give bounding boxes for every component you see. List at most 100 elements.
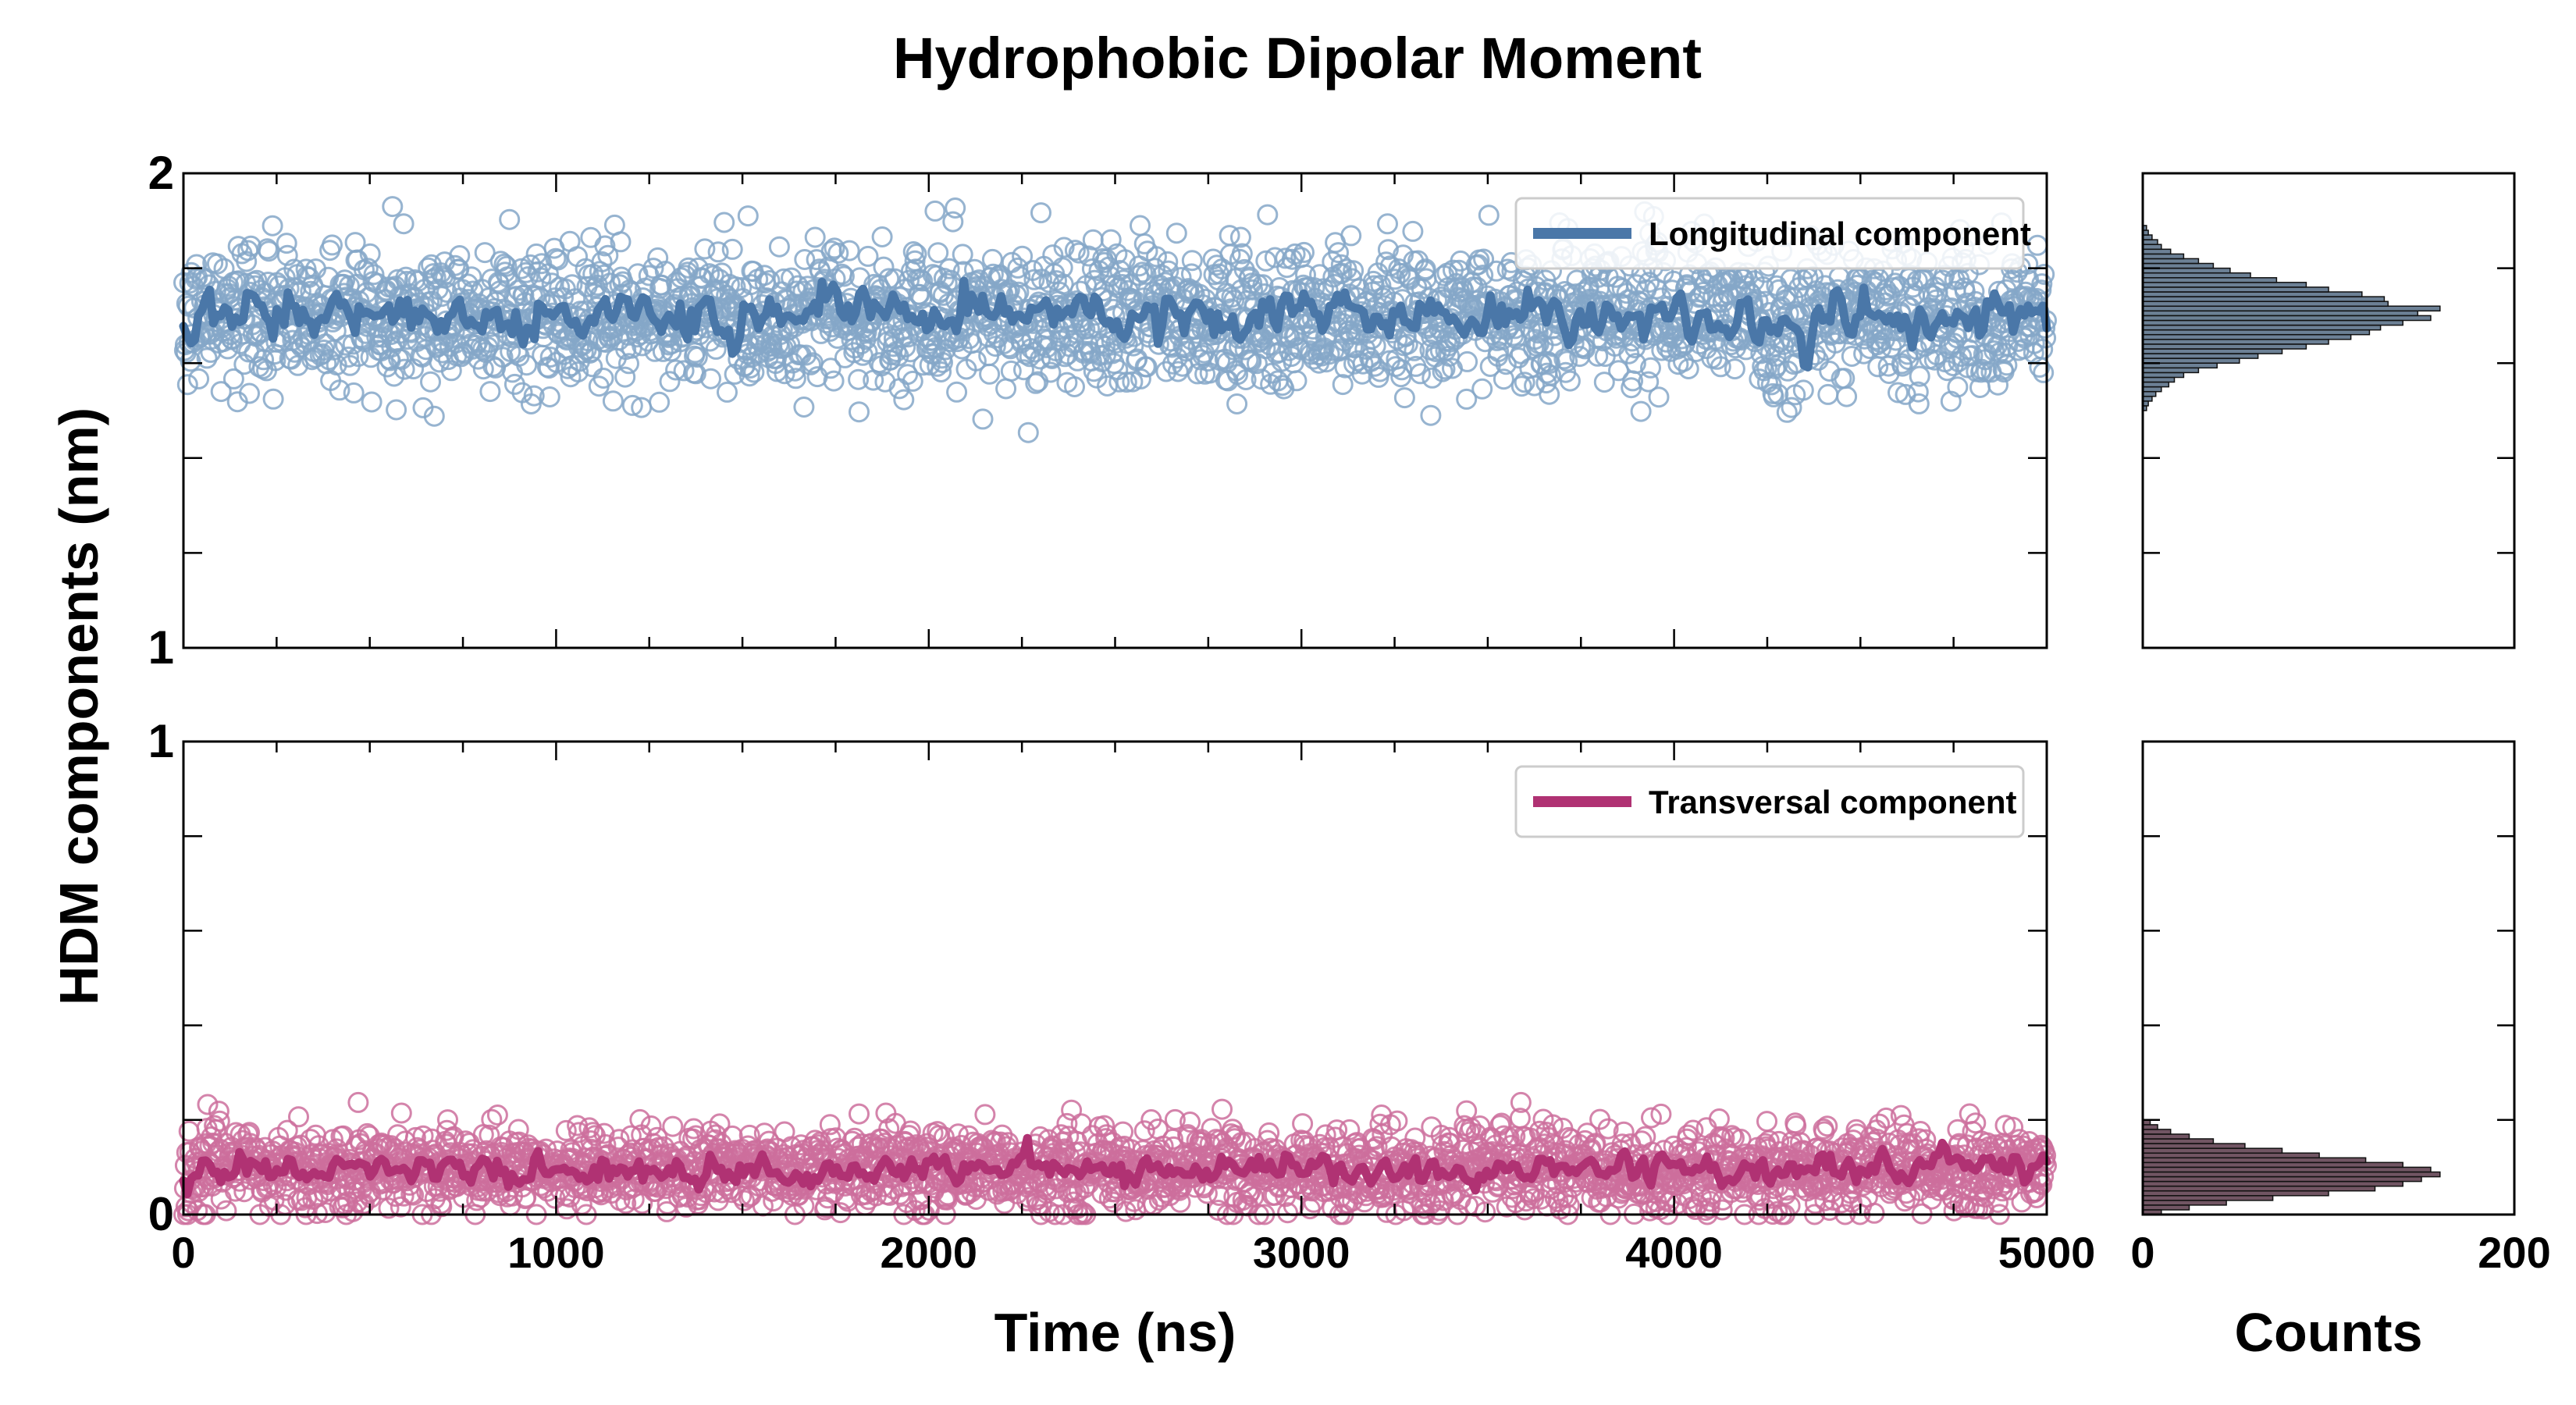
longitudinal-data-point xyxy=(1781,397,1802,418)
transversal-data-point xyxy=(1460,1117,1482,1139)
longitudinal-data-point xyxy=(1393,387,1415,409)
longitudinal-data-point xyxy=(422,263,444,285)
longitudinal-data-point xyxy=(713,212,735,233)
longitudinal-data-point xyxy=(196,347,218,369)
longitudinal-data-point xyxy=(1724,358,1745,380)
longitudinal-data-point xyxy=(1017,422,1039,443)
transversal-data-point xyxy=(662,1115,684,1137)
longitudinal-data-point xyxy=(759,270,781,291)
longitudinal-data-point xyxy=(1257,204,1279,226)
longitudinal-data-point xyxy=(1559,370,1581,392)
longitudinal-data-point xyxy=(1397,333,1418,355)
transversal-data-point xyxy=(224,1180,246,1202)
longitudinal-data-point xyxy=(1891,355,1913,377)
longitudinal-data-point xyxy=(781,267,802,289)
y-axis-label: HDM components (nm) xyxy=(48,407,109,1005)
longitudinal-data-point xyxy=(1624,353,1646,375)
longitudinal-data-point xyxy=(1009,265,1031,287)
longitudinal-data-point xyxy=(946,381,968,403)
longitudinal-data-point xyxy=(2030,279,2052,301)
longitudinal-data-point xyxy=(420,371,441,393)
longitudinal-data-point xyxy=(1393,244,1414,266)
transversal-data-point xyxy=(354,1193,375,1215)
longitudinal-data-point xyxy=(871,226,893,247)
longitudinal-data-point xyxy=(1123,335,1144,357)
longitudinal-data-point xyxy=(1053,237,1075,258)
longitudinal-data-point xyxy=(518,266,539,288)
transversal-data-point xyxy=(1169,1191,1191,1213)
longitudinal-data-point xyxy=(1678,358,1699,379)
longitudinal-data-point xyxy=(539,347,561,368)
longitudinal-data-point xyxy=(857,245,879,267)
transversal-data-point xyxy=(486,1104,508,1126)
longitudinal-data-point xyxy=(222,368,244,389)
transversal-data-point xyxy=(656,1200,678,1222)
longitudinal-data-point xyxy=(932,352,953,373)
transversal-data-point xyxy=(1585,1133,1606,1154)
longitudinal-data-point xyxy=(236,251,258,272)
longitudinal-data-point xyxy=(602,390,624,412)
longitudinal-data-point xyxy=(393,358,415,380)
transversal-data-point xyxy=(1342,1190,1364,1212)
transversal-data-point xyxy=(1756,1111,1777,1133)
transversal-data-point xyxy=(1967,1197,1989,1219)
longitudinal-data-point xyxy=(276,244,298,266)
longitudinal-data-point xyxy=(618,353,639,375)
longitudinal-data-point xyxy=(938,258,960,279)
longitudinal-data-point xyxy=(1130,368,1151,389)
longitudinal-data-point xyxy=(787,275,809,297)
longitudinal-data-point xyxy=(188,368,210,389)
longitudinal-data-point xyxy=(386,399,407,421)
longitudinal-data-point xyxy=(334,269,356,291)
longitudinal-data-point xyxy=(1907,381,1929,403)
longitudinal-data-point xyxy=(827,242,849,264)
longitudinal-data-point xyxy=(1000,360,1022,382)
longitudinal-data-point xyxy=(580,226,602,248)
transversal-data-point xyxy=(347,1091,369,1113)
transversal-data-point xyxy=(1469,1115,1491,1136)
transversal-data-point xyxy=(620,1125,642,1147)
transversal-data-point xyxy=(1956,1134,1978,1156)
longitudinal-data-point xyxy=(984,336,1006,357)
transversal-data-point xyxy=(1869,1113,1891,1135)
longitudinal-data-point xyxy=(998,336,1019,358)
transversal-data-point xyxy=(276,1119,298,1141)
longitudinal-data-point xyxy=(1542,336,1564,357)
longitudinal-y-tick-label: 2 xyxy=(148,147,174,199)
longitudinal-data-point xyxy=(1420,404,1442,426)
longitudinal-data-point xyxy=(1404,340,1425,361)
longitudinal-legend-box xyxy=(1514,197,2025,270)
longitudinal-data-point xyxy=(995,378,1017,400)
longitudinal-data-point xyxy=(262,215,283,237)
longitudinal-data-point xyxy=(1130,215,1151,237)
longitudinal-data-point xyxy=(1611,277,1633,299)
longitudinal-data-point xyxy=(1495,354,1517,375)
longitudinal-data-point xyxy=(1767,383,1789,405)
longitudinal-data-point xyxy=(357,258,379,279)
transversal-data-point xyxy=(1863,1202,1885,1224)
longitudinal-data-point xyxy=(2032,338,2054,360)
transversal-data-point xyxy=(608,1129,630,1151)
longitudinal-data-point xyxy=(1630,400,1652,422)
longitudinal-data-point xyxy=(423,405,445,427)
longitudinal-data-point xyxy=(1710,356,1731,378)
longitudinal-data-point xyxy=(387,269,408,290)
longitudinal-data-point xyxy=(1025,372,1047,394)
transversal-data-point xyxy=(1366,1136,1388,1158)
longitudinal-data-point xyxy=(586,274,608,296)
longitudinal-data-point xyxy=(700,368,721,389)
longitudinal-data-point xyxy=(436,282,457,303)
longitudinal-data-point xyxy=(1414,258,1436,280)
transversal-data-point xyxy=(1597,1118,1619,1140)
longitudinal-data-point xyxy=(897,364,919,386)
transversal-data-point xyxy=(849,1103,870,1125)
transversal-data-point xyxy=(1708,1108,1730,1129)
longitudinal-data-point xyxy=(1640,357,1661,379)
longitudinal-data-point xyxy=(1553,348,1575,370)
longitudinal-data-point xyxy=(979,363,1001,385)
longitudinal-data-point xyxy=(873,256,895,278)
longitudinal-data-point xyxy=(1094,336,1116,357)
transversal-data-point xyxy=(1112,1121,1133,1143)
longitudinal-data-point xyxy=(1587,345,1609,367)
longitudinal-data-point xyxy=(206,253,228,275)
